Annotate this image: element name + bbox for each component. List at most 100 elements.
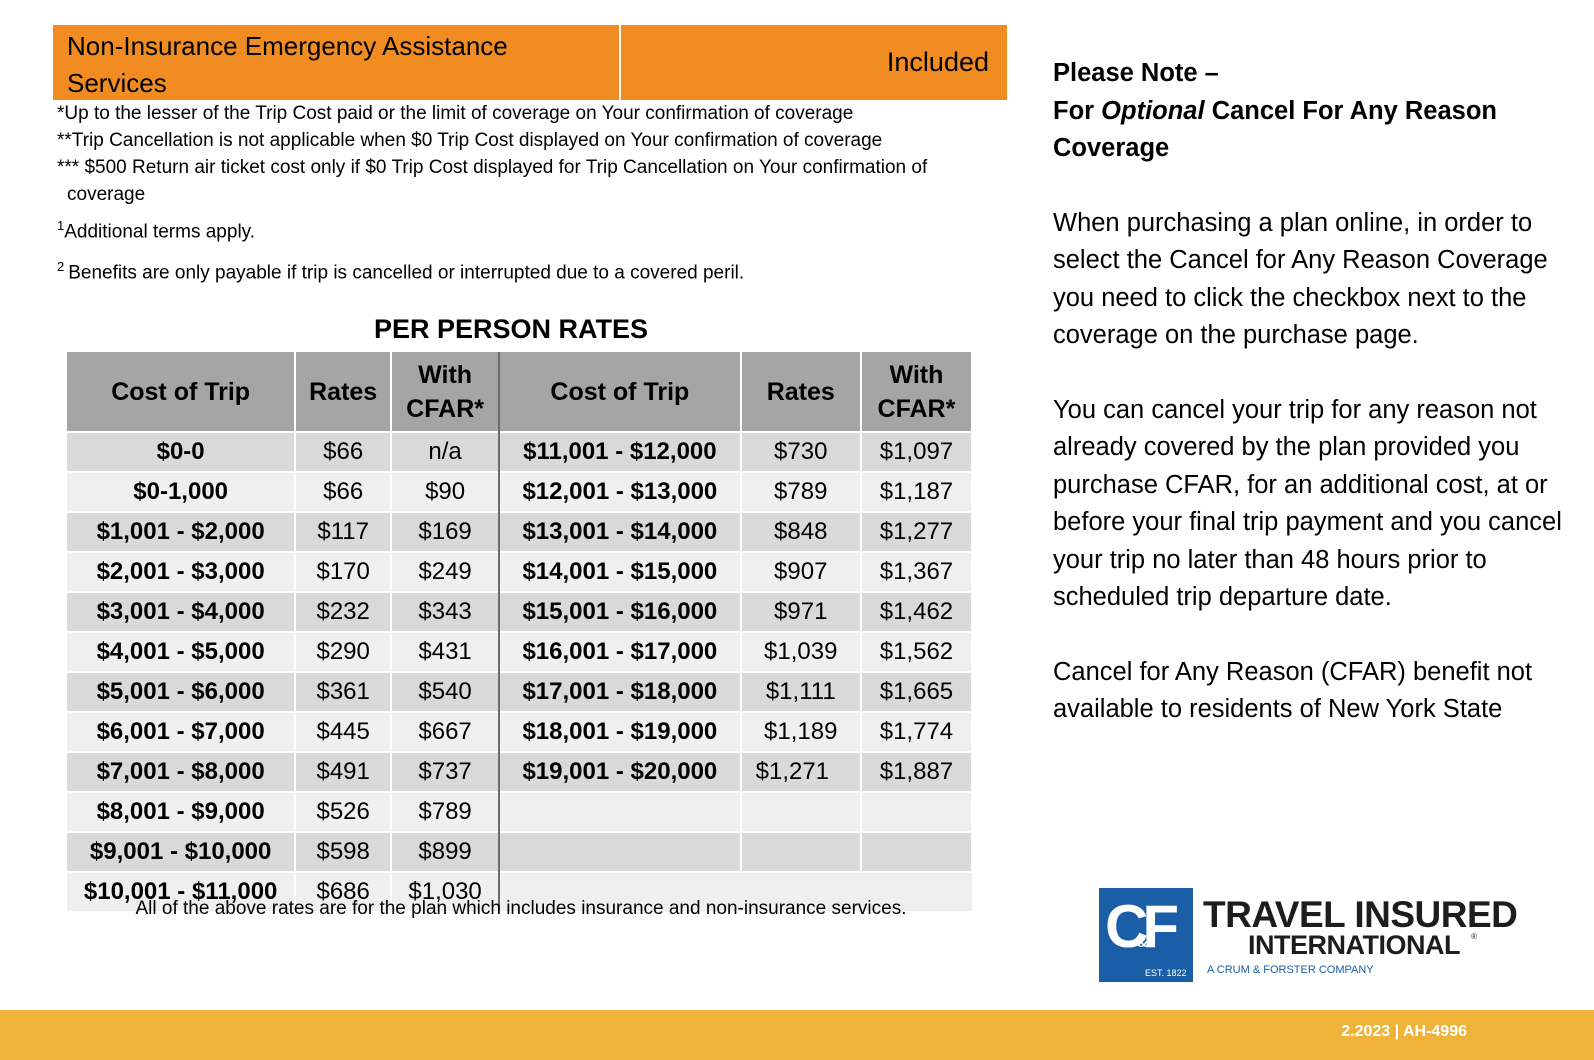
rate-cell: $971 xyxy=(740,591,862,632)
cfar-cell: $1,665 xyxy=(860,671,974,712)
footnote-5-marker: 2 xyxy=(57,259,65,275)
rate-cell: $848 xyxy=(740,511,862,552)
cfar-cell: $1,367 xyxy=(860,551,974,592)
header-with-cfar: With CFAR* xyxy=(391,352,501,432)
cfar-cell: $1,562 xyxy=(860,631,974,672)
note-heading-line1: Please Note – xyxy=(1053,59,1219,87)
table-row: $6,001 - $7,000 $445 $667 $18,001 - $19,… xyxy=(67,711,974,752)
cost-cell: $8,001 - $9,000 xyxy=(67,791,297,832)
note-heading-line2: For Optional Cancel For Any Reason xyxy=(1053,93,1573,131)
cost-cell: $17,001 - $18,000 xyxy=(499,671,742,712)
header-cost-of-trip: Cost of Trip xyxy=(67,352,297,432)
cfar-cell: $1,030 xyxy=(391,871,501,911)
cfar-cell: $1,774 xyxy=(860,711,974,752)
table-row: $4,001 - $5,000 $290 $431 $16,001 - $17,… xyxy=(67,631,974,672)
table-row: $2,001 - $3,000 $170 $249 $14,001 - $15,… xyxy=(67,551,974,592)
rate-cell: $686 xyxy=(295,871,393,911)
table-row: $5,001 - $6,000 $361 $540 $17,001 - $18,… xyxy=(67,671,974,712)
cost-cell: $10,001 - $11,000 xyxy=(67,871,297,911)
cost-cell: $0-0 xyxy=(67,431,297,472)
rate-cell: $361 xyxy=(295,671,393,712)
cost-cell: $5,001 - $6,000 xyxy=(67,671,297,712)
cfar-note: Please Note – For Optional Cancel For An… xyxy=(1053,55,1573,729)
cfar-cell: $1,097 xyxy=(860,431,974,472)
cost-cell: $16,001 - $17,000 xyxy=(499,631,742,672)
cost-cell: $4,001 - $5,000 xyxy=(67,631,297,672)
rate-cell: $1,039 xyxy=(740,631,862,672)
table-row: $7,001 - $8,000 $491 $737 $19,001 - $20,… xyxy=(67,751,974,792)
header-with-cfar-line2: CFAR* xyxy=(406,394,484,423)
assistance-label: Non-Insurance Emergency Assistance Servi… xyxy=(53,25,621,100)
rates-caption: All of the above rates are for the plan … xyxy=(135,898,907,919)
header-rates: Rates xyxy=(295,352,393,432)
cfar-cell: $737 xyxy=(391,751,501,792)
footnote-4-text: Additional terms apply. xyxy=(64,221,256,243)
cfar-cell: $90 xyxy=(391,471,501,512)
rate-cell: $66 xyxy=(295,471,393,512)
rate-cell: $66 xyxy=(295,431,393,472)
footnote-5-text: Benefits are only payable if trip is can… xyxy=(68,262,745,284)
note-paragraph-3: Cancel for Any Reason (CFAR) benefit not… xyxy=(1053,657,1533,724)
cost-cell: $2,001 - $3,000 xyxy=(67,551,297,592)
cfar-cell: $431 xyxy=(391,631,501,672)
empty-cell xyxy=(499,791,742,832)
empty-cell xyxy=(499,871,972,911)
header-with-cfar-2-line1: With xyxy=(889,360,944,389)
empty-cell xyxy=(860,791,974,832)
cost-cell: $13,001 - $14,000 xyxy=(499,511,742,552)
note-heading: Please Note – For Optional Cancel For An… xyxy=(1053,55,1573,168)
cost-cell: $12,001 - $13,000 xyxy=(499,471,742,512)
rate-cell: $445 xyxy=(295,711,393,752)
empty-cell xyxy=(860,831,974,872)
rates-table: Cost of Trip Rates With CFAR* Cost of Tri… xyxy=(67,352,974,911)
rate-cell: $789 xyxy=(740,471,862,512)
rate-cell: $1,189 xyxy=(740,711,862,752)
note-heading-optional: Optional xyxy=(1101,96,1205,125)
note-paragraph-1: When purchasing a plan online, in order … xyxy=(1053,208,1548,350)
note-heading-rest: Cancel For Any Reason xyxy=(1211,96,1497,125)
note-heading-for: For xyxy=(1053,96,1095,125)
footnote-2: **Trip Cancellation is not applicable wh… xyxy=(57,130,883,151)
cfar-cell: $789 xyxy=(391,791,501,832)
footnote-3: *** $500 Return air ticket cost only if … xyxy=(57,157,928,178)
cost-cell: $18,001 - $19,000 xyxy=(499,711,742,752)
cfar-cell: $1,462 xyxy=(860,591,974,632)
table-row: $3,001 - $4,000 $232 $343 $15,001 - $16,… xyxy=(67,591,974,632)
table-row: $0-0 $66 n/a $11,001 - $12,000 $730 $1,0… xyxy=(67,431,974,472)
company-logo: CF & EST. 1822 TRAVEL INSURED INTERNATIO… xyxy=(1099,888,1519,984)
cfar-cell: $169 xyxy=(391,511,501,552)
logo-mark-letters: CF xyxy=(1105,893,1179,960)
cfar-cell: $667 xyxy=(391,711,501,752)
assistance-row: Non-Insurance Emergency Assistance Servi… xyxy=(53,25,1007,100)
logo-subtitle: A CRUM & FORSTER COMPANY xyxy=(1207,964,1374,976)
empty-cell xyxy=(740,831,862,872)
footer-code: 2.2023 | AH-4996 xyxy=(1341,1023,1467,1040)
rate-cell: $598 xyxy=(295,831,393,872)
cfar-cell: $1,887 xyxy=(860,751,974,792)
cfar-cell: $1,187 xyxy=(860,471,974,512)
cost-cell: $0-1,000 xyxy=(67,471,297,512)
rate-cell: $1,271 xyxy=(740,751,862,792)
header-rates-2: Rates xyxy=(740,352,862,432)
logo-trademark: ® xyxy=(1471,932,1477,941)
empty-cell xyxy=(740,791,862,832)
rate-cell: $1,111 xyxy=(740,671,862,712)
footer-bar: 2.2023 | AH-4996 xyxy=(0,1010,1594,1060)
table-row: $10,001 - $11,000 $686 $1,030 xyxy=(67,871,972,911)
logo-mark: CF & EST. 1822 xyxy=(1099,888,1193,982)
header-with-cfar-2: With CFAR* xyxy=(860,352,974,432)
cfar-cell: $249 xyxy=(391,551,501,592)
cost-cell: $7,001 - $8,000 xyxy=(67,751,297,792)
rate-cell: $907 xyxy=(740,551,862,592)
cfar-cell: n/a xyxy=(391,431,501,472)
table-row: $8,001 - $9,000 $526 $789 xyxy=(67,791,974,832)
logo-name-line2: INTERNATIONAL xyxy=(1248,930,1460,960)
cfar-cell: $540 xyxy=(391,671,501,712)
cost-cell: $15,001 - $16,000 xyxy=(499,591,742,632)
cfar-cell: $899 xyxy=(391,831,501,872)
logo-name-line1: TRAVEL INSURED xyxy=(1203,894,1518,935)
note-heading-line3: Coverage xyxy=(1053,134,1170,162)
assistance-value: Included xyxy=(886,47,989,77)
cost-cell: $6,001 - $7,000 xyxy=(67,711,297,752)
rate-cell: $117 xyxy=(295,511,393,552)
